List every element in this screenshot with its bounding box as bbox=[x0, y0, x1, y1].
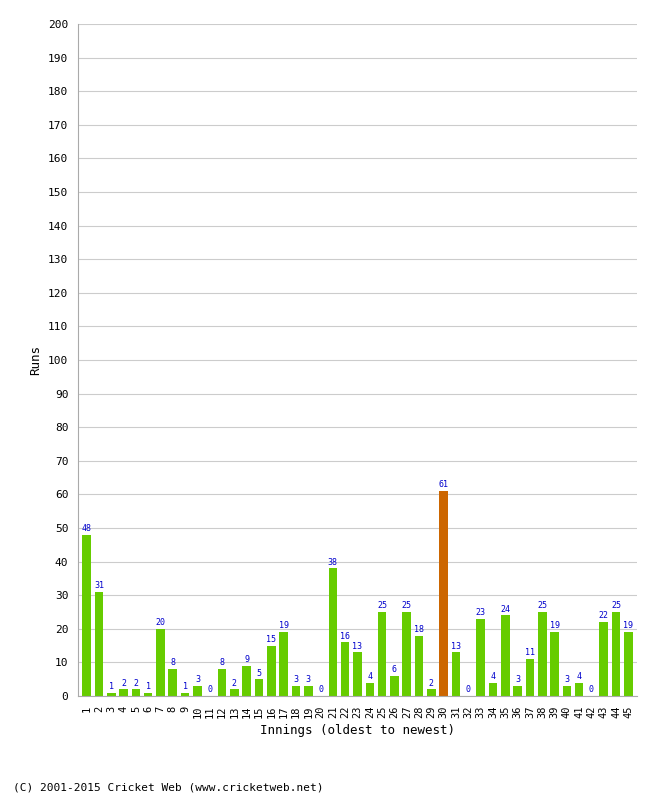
Bar bbox=[230, 690, 239, 696]
Bar bbox=[292, 686, 300, 696]
Text: 24: 24 bbox=[500, 605, 510, 614]
Text: 4: 4 bbox=[491, 672, 495, 681]
Text: 1: 1 bbox=[183, 682, 188, 691]
Bar bbox=[242, 666, 251, 696]
Bar bbox=[83, 534, 91, 696]
Text: 20: 20 bbox=[155, 618, 166, 627]
Text: 19: 19 bbox=[549, 622, 560, 630]
Text: 2: 2 bbox=[133, 678, 138, 687]
Text: 9: 9 bbox=[244, 655, 249, 664]
Text: 1: 1 bbox=[146, 682, 151, 691]
Text: 3: 3 bbox=[515, 675, 520, 684]
Bar bbox=[119, 690, 128, 696]
Bar bbox=[439, 491, 448, 696]
Bar bbox=[341, 642, 350, 696]
Text: 0: 0 bbox=[589, 686, 594, 694]
Text: 6: 6 bbox=[392, 665, 397, 674]
Bar bbox=[599, 622, 608, 696]
Text: 48: 48 bbox=[82, 524, 92, 533]
Bar bbox=[181, 693, 189, 696]
Bar bbox=[107, 693, 116, 696]
Bar bbox=[427, 690, 436, 696]
Bar bbox=[526, 659, 534, 696]
Text: 0: 0 bbox=[466, 686, 471, 694]
Text: 18: 18 bbox=[414, 625, 424, 634]
Text: 61: 61 bbox=[439, 480, 448, 490]
Bar bbox=[538, 612, 547, 696]
Text: 11: 11 bbox=[525, 648, 535, 658]
Bar bbox=[514, 686, 522, 696]
Bar bbox=[415, 635, 423, 696]
Bar bbox=[328, 568, 337, 696]
Text: 25: 25 bbox=[611, 602, 621, 610]
Text: 3: 3 bbox=[293, 675, 298, 684]
Bar bbox=[168, 669, 177, 696]
Bar bbox=[280, 632, 288, 696]
Text: 8: 8 bbox=[170, 658, 176, 667]
Text: 15: 15 bbox=[266, 635, 276, 644]
Text: 31: 31 bbox=[94, 581, 104, 590]
Bar bbox=[95, 592, 103, 696]
Bar bbox=[550, 632, 559, 696]
Bar bbox=[612, 612, 620, 696]
Text: 3: 3 bbox=[195, 675, 200, 684]
Text: 1: 1 bbox=[109, 682, 114, 691]
Bar bbox=[452, 652, 460, 696]
Text: 3: 3 bbox=[564, 675, 569, 684]
Text: 5: 5 bbox=[257, 669, 261, 678]
Text: 3: 3 bbox=[306, 675, 311, 684]
Bar bbox=[131, 690, 140, 696]
Bar bbox=[156, 629, 165, 696]
Bar bbox=[378, 612, 387, 696]
Bar bbox=[501, 615, 510, 696]
Text: 22: 22 bbox=[599, 611, 609, 621]
Bar bbox=[624, 632, 632, 696]
X-axis label: Innings (oldest to newest): Innings (oldest to newest) bbox=[260, 724, 455, 737]
Bar bbox=[402, 612, 411, 696]
Bar bbox=[575, 682, 584, 696]
Bar bbox=[562, 686, 571, 696]
Text: 25: 25 bbox=[377, 602, 387, 610]
Text: 4: 4 bbox=[367, 672, 372, 681]
Text: (C) 2001-2015 Cricket Web (www.cricketweb.net): (C) 2001-2015 Cricket Web (www.cricketwe… bbox=[13, 782, 324, 792]
Text: 2: 2 bbox=[121, 678, 126, 687]
Text: 0: 0 bbox=[207, 686, 213, 694]
Bar bbox=[365, 682, 374, 696]
Text: 2: 2 bbox=[429, 678, 434, 687]
Text: 23: 23 bbox=[476, 608, 486, 617]
Bar bbox=[353, 652, 362, 696]
Text: 25: 25 bbox=[537, 602, 547, 610]
Bar bbox=[304, 686, 313, 696]
Text: 4: 4 bbox=[577, 672, 582, 681]
Text: 2: 2 bbox=[232, 678, 237, 687]
Text: 38: 38 bbox=[328, 558, 338, 566]
Bar bbox=[267, 646, 276, 696]
Text: 25: 25 bbox=[402, 602, 411, 610]
Bar bbox=[390, 676, 398, 696]
Bar bbox=[476, 618, 485, 696]
Text: 0: 0 bbox=[318, 686, 323, 694]
Text: 13: 13 bbox=[451, 642, 461, 650]
Bar bbox=[144, 693, 153, 696]
Text: 8: 8 bbox=[220, 658, 224, 667]
Bar bbox=[193, 686, 202, 696]
Text: 19: 19 bbox=[279, 622, 289, 630]
Bar bbox=[255, 679, 263, 696]
Y-axis label: Runs: Runs bbox=[29, 345, 42, 375]
Bar bbox=[489, 682, 497, 696]
Text: 19: 19 bbox=[623, 622, 633, 630]
Text: 16: 16 bbox=[340, 631, 350, 641]
Text: 13: 13 bbox=[352, 642, 363, 650]
Bar bbox=[218, 669, 226, 696]
